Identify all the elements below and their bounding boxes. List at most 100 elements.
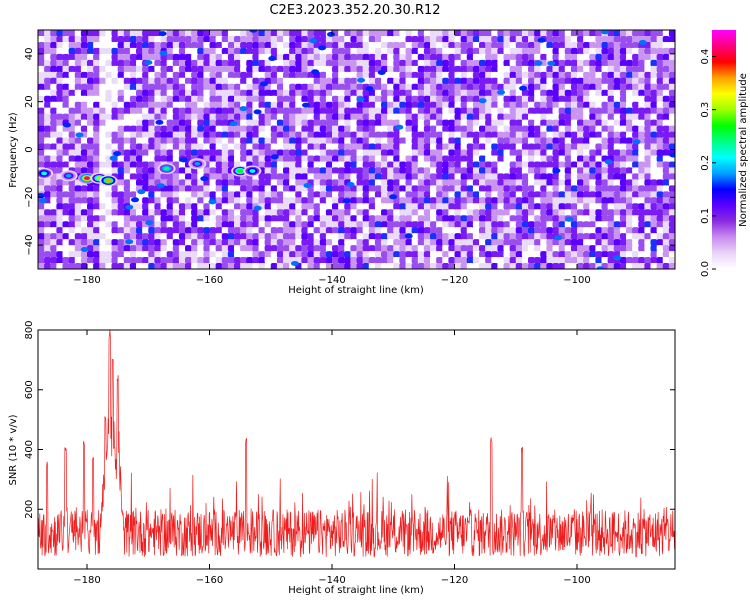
heatmap-cell [344, 101, 351, 109]
heatmap-cell [417, 89, 425, 97]
heatmap-cell [460, 239, 468, 246]
heatmap-cell [44, 101, 51, 109]
heatmap-cell [583, 185, 590, 192]
heatmap-cell [509, 191, 517, 198]
heatmap-cell [393, 161, 400, 169]
heatmap-cell [534, 197, 541, 204]
heatmap-cell [105, 209, 113, 216]
heatmap-cell [417, 65, 425, 73]
heatmap-cell [613, 239, 621, 246]
heatmap-cell [589, 221, 596, 228]
heatmap-cell [607, 125, 615, 133]
heatmap-cell [485, 215, 492, 222]
heatmap-cell [117, 209, 125, 216]
heatmap-cell [668, 221, 675, 228]
heatmap-cell [276, 191, 284, 198]
heatmap-speckle [38, 198, 47, 204]
heatmap-cell [191, 47, 198, 55]
heatmap-cell [436, 167, 443, 174]
heatmap-cell [258, 65, 266, 73]
heatmap-cell [289, 173, 296, 180]
heatmap-cell [558, 167, 566, 174]
heatmap-cell [252, 263, 260, 269]
heatmap-cell [442, 191, 449, 198]
heatmap-cell [626, 59, 633, 67]
heatmap-cell [485, 71, 492, 79]
heatmap-cell [117, 41, 125, 49]
heatmap-cell [319, 227, 327, 234]
heatmap-cell [405, 263, 413, 269]
heatmap-cell [607, 65, 615, 73]
heatmap-cell [668, 209, 675, 216]
heatmap-cell [356, 197, 364, 204]
heatmap-cell [632, 131, 639, 139]
heatmap-cell [607, 215, 615, 222]
heatmap-cell [454, 233, 462, 240]
heatmap-cell [136, 30, 143, 37]
heatmap-cell [50, 53, 57, 61]
heatmap-speckle [38, 193, 45, 198]
heatmap-cell [50, 113, 57, 121]
heatmap-cell [105, 119, 113, 127]
heatmap-cell [644, 221, 652, 228]
heatmap-cell [448, 185, 456, 192]
heatmap-cell [136, 149, 143, 157]
heatmap-cell [56, 35, 64, 43]
heatmap-cell [99, 95, 106, 103]
heatmap-cell [534, 95, 541, 103]
heatmap-cell [215, 71, 223, 79]
heatmap-cell [258, 137, 266, 145]
heatmap-cell [448, 191, 456, 198]
heatmap-cell [197, 77, 204, 85]
heatmap-cell [632, 149, 639, 157]
heatmap-cell [166, 197, 174, 204]
heatmap-cell [466, 215, 474, 222]
heatmap-cell [264, 215, 272, 222]
heatmap-cell [154, 47, 162, 55]
heatmap-cell [234, 137, 241, 145]
heatmap-cell [399, 161, 407, 169]
heatmap-cell [227, 125, 235, 133]
heatmap-cell [129, 173, 137, 180]
heatmap-speckle [346, 182, 355, 187]
heatmap-cell [234, 251, 241, 258]
heatmap-cell [503, 197, 511, 204]
heatmap-cell [148, 125, 155, 133]
heatmap-cell [87, 30, 94, 37]
heatmap-cell [632, 221, 639, 228]
heatmap-cell [203, 227, 211, 234]
heatmap-cell [117, 191, 125, 198]
heatmap-cell [240, 59, 247, 67]
heatmap-cell [215, 59, 223, 67]
heatmap-cell [338, 149, 345, 157]
heatmap-cell [325, 107, 333, 115]
heatmap-cell [111, 47, 119, 55]
heatmap-cell [528, 221, 535, 228]
heatmap-cell [74, 239, 82, 246]
heatmap-cell [381, 215, 388, 222]
heatmap-cell [509, 77, 517, 85]
heatmap-cell [178, 203, 186, 210]
heatmap-cell [142, 47, 149, 55]
heatmap-cell [650, 143, 658, 151]
heatmap-cell [583, 149, 590, 157]
heatmap-cell [332, 125, 339, 133]
heatmap-cell [148, 185, 155, 192]
heatmap-cell [399, 53, 407, 61]
heatmap-cell [423, 89, 431, 97]
heatmap-cell [491, 30, 498, 37]
heatmap-cell [344, 95, 351, 103]
heatmap-cell [632, 233, 639, 240]
heatmap-cell [528, 35, 535, 43]
heatmap-cell [460, 89, 468, 97]
heatmap-cell [252, 113, 260, 121]
heatmap-cell [117, 263, 125, 269]
heatmap-cell [160, 131, 168, 139]
heatmap-cell [472, 245, 480, 252]
heatmap-cell [185, 107, 192, 115]
heatmap-cell [546, 47, 554, 55]
heatmap-cell [650, 149, 658, 157]
heatmap-cell [503, 65, 511, 73]
heatmap-cell [289, 95, 296, 103]
heatmap-cell [123, 233, 131, 240]
